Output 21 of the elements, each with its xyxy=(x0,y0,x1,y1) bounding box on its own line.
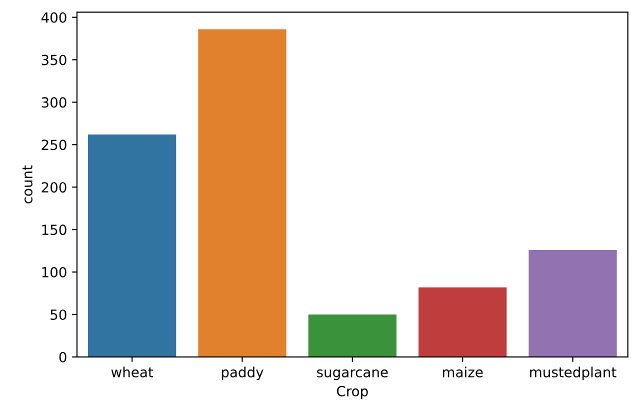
x-tick-label: sugarcane xyxy=(317,369,388,380)
y-tick-label: 250 xyxy=(42,140,66,150)
x-axis-title: Crop xyxy=(336,386,368,400)
y-tick-label: 350 xyxy=(42,54,66,66)
x-tick-label: mustedplant xyxy=(530,366,616,380)
x-tick-label: paddy xyxy=(222,366,264,380)
bar xyxy=(528,250,617,357)
y-tick-label: 300 xyxy=(42,97,66,108)
y-tick-label: 200 xyxy=(42,182,66,193)
y-tick-label: 400 xyxy=(41,12,66,23)
bar xyxy=(88,134,176,357)
y-tick-label: 150 xyxy=(42,224,66,236)
y-tick-label: 0 xyxy=(59,352,66,362)
x-tick-label: wheat xyxy=(111,366,154,378)
bar xyxy=(418,287,507,357)
bar xyxy=(308,314,396,357)
y-axis-title: count xyxy=(22,165,33,204)
bar xyxy=(198,29,286,357)
y-tick-label: 50 xyxy=(50,309,66,320)
x-tick-label: maize xyxy=(442,366,483,378)
y-tick-label: 100 xyxy=(42,267,66,278)
